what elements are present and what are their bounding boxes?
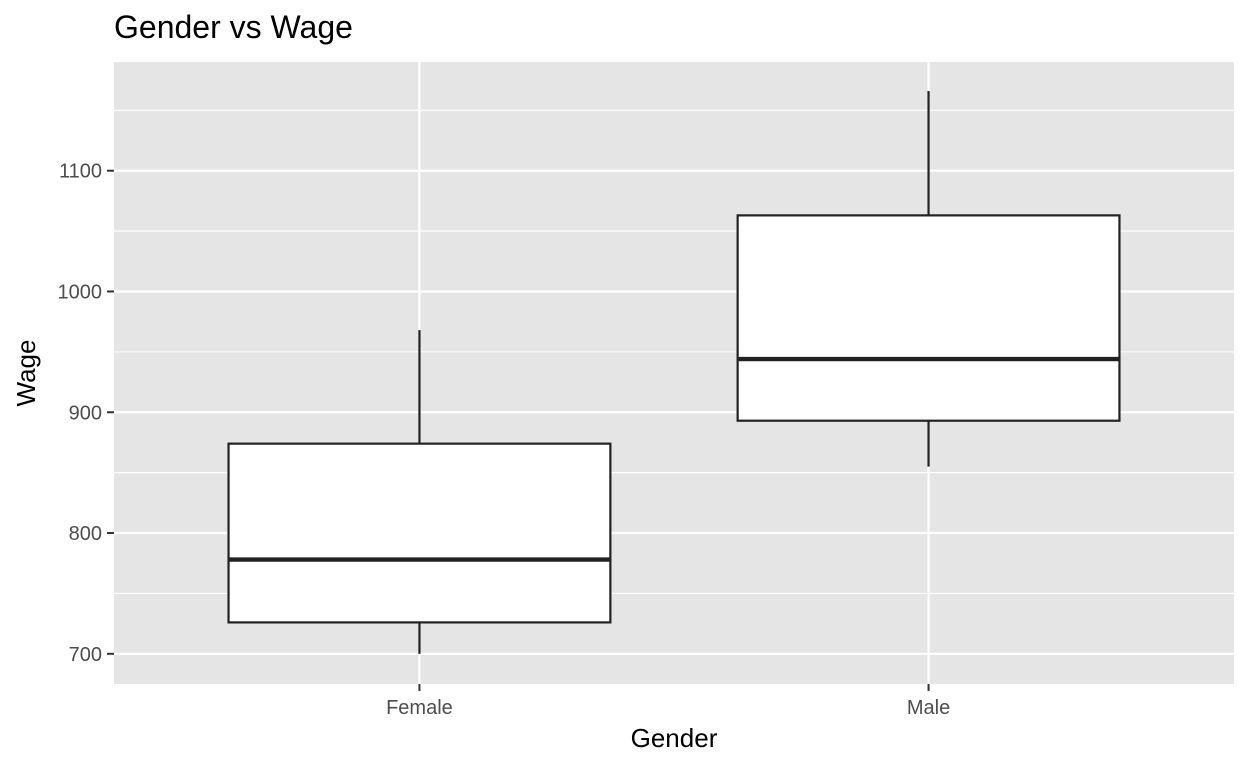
- x-axis: Female Male: [386, 684, 950, 719]
- y-axis: 700 800 900 1000 1100: [58, 161, 114, 666]
- box-female: [227, 330, 612, 654]
- y-tick-label: 900: [69, 402, 102, 424]
- x-tick-label: Male: [907, 697, 950, 719]
- y-tick-label: 800: [69, 523, 102, 545]
- x-tick-label: Female: [386, 697, 453, 719]
- box-layer: [227, 90, 1121, 654]
- y-axis-title: Wage: [11, 340, 41, 407]
- box-body: [736, 214, 1121, 422]
- x-axis-title: Gender: [631, 723, 718, 753]
- y-tick-label: 1100: [59, 161, 102, 183]
- box-body: [227, 442, 612, 624]
- y-tick-label: 700: [69, 644, 102, 666]
- chart-title: Gender vs Wage: [114, 9, 353, 45]
- y-tick-label: 1000: [58, 281, 103, 303]
- box-male: [736, 90, 1121, 467]
